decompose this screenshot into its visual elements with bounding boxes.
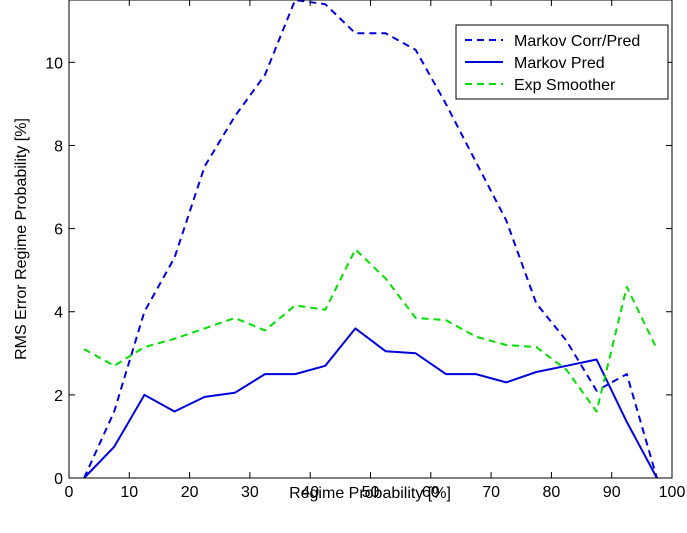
x-axis-label: Regime Probability [%] — [289, 485, 451, 502]
y-tick-label: 10 — [45, 55, 63, 72]
x-tick-label: 100 — [659, 484, 686, 501]
y-tick-label: 8 — [54, 138, 63, 155]
legend-label: Exp Smoother — [514, 77, 616, 94]
y-axis-label: RMS Error Regime Probability [%] — [13, 118, 30, 360]
x-tick-label: 30 — [241, 484, 259, 501]
x-tick-label: 80 — [543, 484, 561, 501]
x-tick-label: 90 — [603, 484, 621, 501]
x-tick-label: 20 — [181, 484, 199, 501]
x-tick-label: 70 — [482, 484, 500, 501]
y-tick-label: 4 — [54, 305, 63, 322]
y-tick-label: 2 — [54, 388, 63, 405]
legend-label: Markov Corr/Pred — [514, 33, 640, 50]
legend: Markov Corr/Pred Markov Pred Exp Smoother — [456, 25, 668, 99]
y-tick-label: 0 — [54, 471, 63, 488]
x-tick-label: 0 — [65, 484, 74, 501]
y-tick-label: 6 — [54, 222, 63, 239]
x-tick-label: 10 — [120, 484, 138, 501]
legend-label: Markov Pred — [514, 55, 605, 72]
